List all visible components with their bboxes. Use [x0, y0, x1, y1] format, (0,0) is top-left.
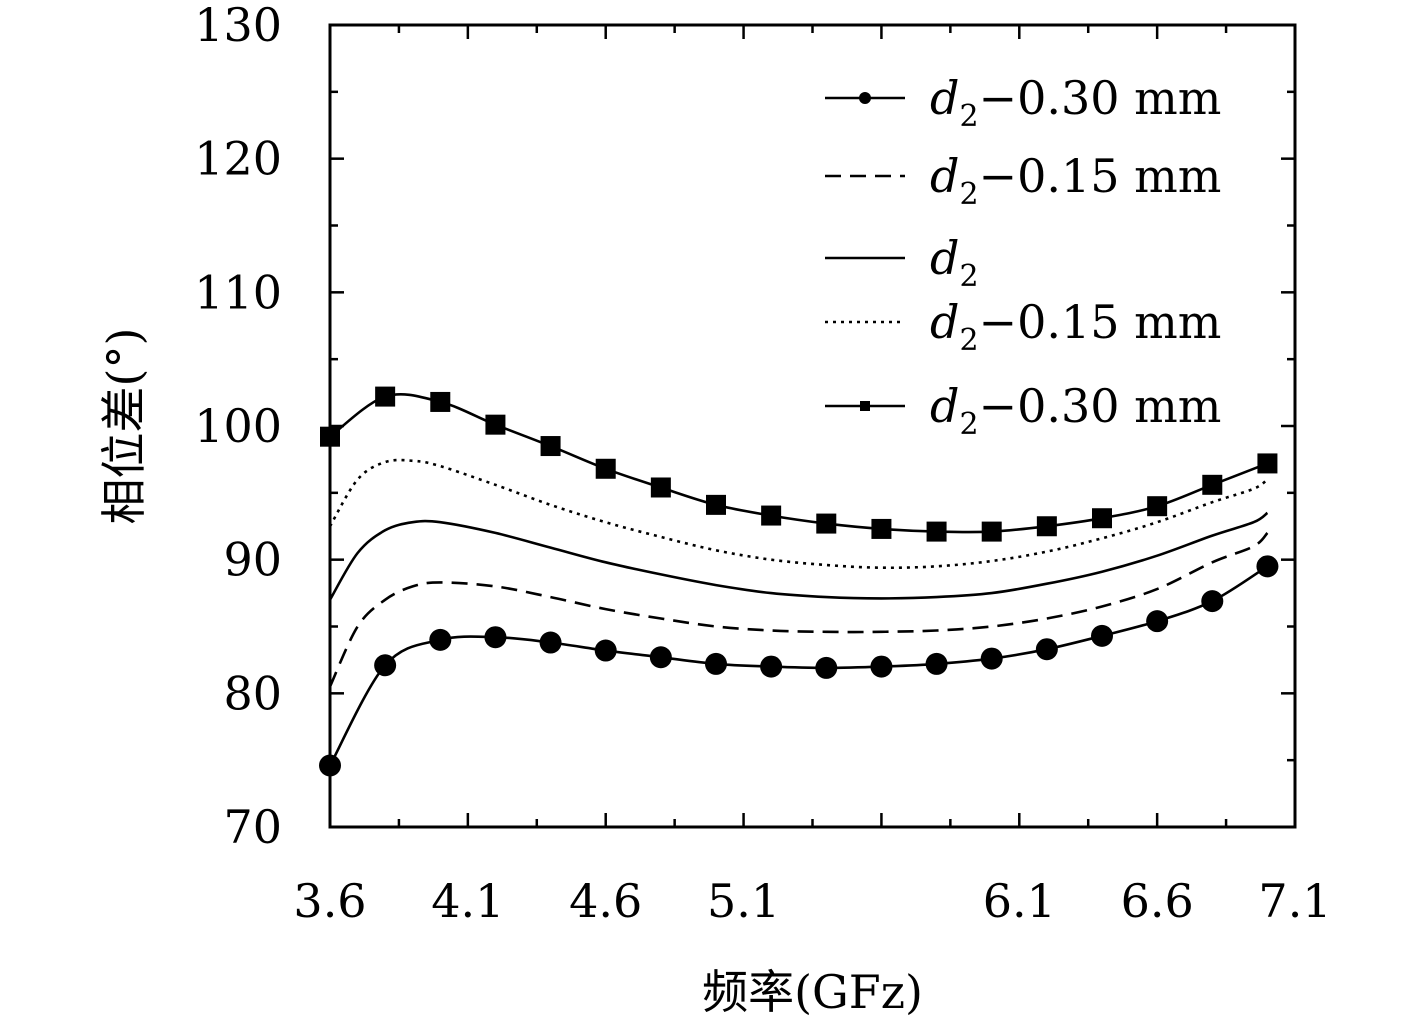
- data-point-square: [706, 494, 726, 515]
- data-point-square: [1202, 474, 1223, 495]
- data-point-square: [761, 505, 782, 526]
- data-point-square: [926, 521, 947, 542]
- legend-label: d2−0.30 mm: [930, 379, 1221, 442]
- data-point-circle: [484, 626, 507, 649]
- series-markers: [319, 386, 1279, 777]
- y-tick-label: 80: [223, 666, 282, 720]
- y-tick-label: 130: [194, 0, 282, 52]
- data-point-square: [1257, 453, 1278, 474]
- data-point-circle: [429, 628, 452, 651]
- data-point-circle: [925, 652, 948, 675]
- data-point-circle: [980, 647, 1003, 670]
- x-tick-label: 4.6: [569, 874, 642, 928]
- data-point-circle: [1201, 590, 1224, 613]
- legend-label: d2−0.15 mm: [930, 295, 1221, 358]
- legend-label: d2−0.15 mm: [930, 149, 1221, 212]
- x-tick-label: 7.1: [1258, 874, 1331, 928]
- x-tick-label: 6.6: [1121, 874, 1194, 928]
- x-tick-labels: 3.6 4.1 4.6 5.1 6.1 6.6 7.1: [293, 874, 1331, 928]
- data-point-square: [1036, 516, 1057, 537]
- data-point-square: [981, 521, 1002, 542]
- series-line-3: [328, 458, 1269, 570]
- y-tick-label: 70: [223, 800, 282, 854]
- data-point-circle: [649, 646, 672, 669]
- y-tick-labels: 70 80 90 100 110 120 130: [194, 0, 282, 854]
- data-point-square: [485, 414, 506, 435]
- legend-marker-square: [860, 401, 870, 411]
- data-point-circle: [870, 655, 893, 678]
- y-tick-label: 100: [194, 399, 282, 453]
- data-point-square: [375, 386, 396, 407]
- data-point-square: [1147, 496, 1168, 517]
- data-point-square: [430, 391, 451, 412]
- legend-marker-circle: [859, 92, 871, 104]
- data-point-square: [595, 458, 616, 479]
- x-tick-label: 5.1: [707, 874, 780, 928]
- data-point-circle: [1091, 624, 1113, 647]
- data-point-circle: [760, 655, 783, 678]
- data-point-circle: [374, 654, 397, 677]
- data-point-circle: [539, 631, 562, 654]
- data-point-square: [650, 477, 671, 498]
- x-tick-label: 4.1: [431, 874, 504, 928]
- series-line-2: [328, 511, 1269, 601]
- legend-label: d2−0.30 mm: [930, 71, 1221, 134]
- x-tick-label: 6.1: [983, 874, 1056, 928]
- y-tick-label: 90: [223, 533, 282, 587]
- data-point-circle: [815, 656, 838, 679]
- series-lines: [328, 393, 1269, 767]
- data-point-square: [540, 436, 561, 457]
- data-point-circle: [1035, 638, 1058, 661]
- data-point-square: [1092, 508, 1112, 529]
- data-point-square: [816, 513, 837, 534]
- y-tick-label: 110: [194, 265, 282, 319]
- data-point-circle: [705, 652, 727, 675]
- data-point-circle: [1256, 555, 1279, 578]
- data-point-circle: [594, 639, 617, 662]
- series-line-1: [328, 531, 1269, 688]
- legend-label: d2: [930, 231, 979, 294]
- data-point-circle: [1146, 610, 1169, 633]
- x-tick-label: 3.6: [293, 874, 366, 928]
- y-axis-label: 相位差(°): [97, 328, 151, 525]
- x-axis-label: 频率(GFz): [702, 965, 923, 1019]
- plot-area-frame: [328, 23, 1297, 829]
- data-point-square: [871, 518, 892, 539]
- y-tick-label: 120: [194, 132, 282, 186]
